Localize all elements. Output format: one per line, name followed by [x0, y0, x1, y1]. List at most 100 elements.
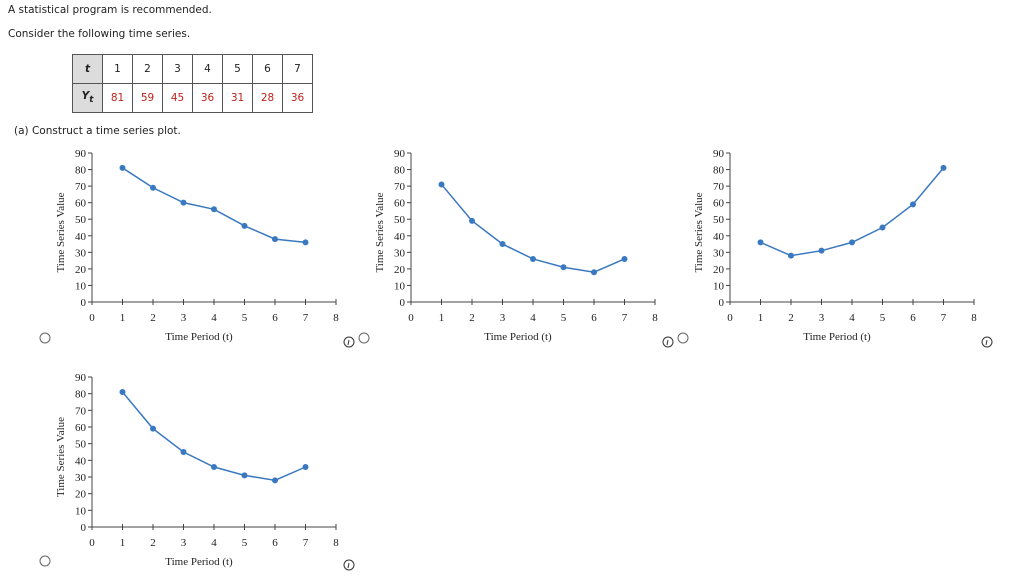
x-tick-label: 3 [181, 537, 187, 549]
y-tick-label: 50 [713, 214, 725, 226]
y-tick-label: 10 [75, 280, 87, 292]
x-tick-label: 1 [758, 312, 764, 324]
y-tick-label: 30 [75, 247, 87, 259]
radio[interactable] [39, 332, 51, 344]
data-point [621, 255, 628, 262]
x-tick-label: 6 [272, 537, 278, 549]
data-point [302, 464, 309, 470]
y-tick-label: 0 [81, 297, 87, 309]
table-cell: 36 [282, 83, 313, 113]
info-icon[interactable] [343, 559, 355, 571]
x-tick-label: 8 [971, 312, 977, 324]
y-tick-label: 60 [713, 198, 725, 210]
y-tick-label: 90 [394, 148, 406, 160]
x-tick-label: 0 [727, 312, 733, 324]
data-point [818, 247, 825, 254]
y-tick-label: 70 [713, 181, 725, 193]
x-tick-label: 3 [819, 312, 825, 324]
x-tick-label: 5 [880, 312, 886, 324]
y-tick-label: 40 [713, 231, 725, 243]
radio[interactable] [39, 555, 51, 567]
radio[interactable] [358, 332, 370, 344]
x-tick-label: 8 [652, 312, 658, 324]
info-icon[interactable] [662, 336, 674, 348]
x-tick-label: 0 [89, 312, 95, 324]
data-point [591, 269, 597, 276]
data-point [757, 239, 764, 246]
data-point [788, 252, 794, 259]
x-tick-label: 1 [120, 312, 126, 324]
info-icon[interactable] [343, 336, 355, 348]
y-tick-label: 30 [75, 472, 87, 484]
y-tick-label: 80 [75, 389, 87, 401]
y-tick-label: 50 [394, 214, 406, 226]
table-cell: 1 [102, 54, 133, 84]
x-tick-label: 3 [181, 312, 187, 324]
y-tick-label: 90 [75, 372, 87, 384]
x-axis-label: Time Period (t) [803, 331, 871, 343]
y-tick-label: 90 [75, 148, 87, 160]
x-tick-label: 1 [120, 537, 126, 549]
x-tick-label: 1 [439, 312, 445, 324]
data-point [302, 239, 309, 246]
data-point [119, 389, 126, 395]
x-tick-label: 0 [89, 537, 95, 549]
x-axis-label: Time Period (t) [484, 331, 552, 343]
y-tick-label: 70 [75, 181, 87, 193]
y-tick-label: 50 [75, 214, 87, 226]
row-label-main: Y [81, 90, 90, 103]
data-point [119, 164, 126, 171]
table-cell: 31 [222, 83, 253, 113]
table-cell: 6 [252, 54, 283, 84]
data-point [241, 222, 248, 229]
x-tick-label: 5 [242, 537, 248, 549]
data-point [499, 241, 506, 248]
x-tick-label: 8 [333, 537, 339, 549]
data-point [180, 449, 187, 455]
x-tick-label: 4 [530, 312, 536, 324]
table-row: Yt 81 59 45 36 31 28 36 [72, 83, 313, 113]
y-tick-label: 40 [394, 231, 406, 243]
data-point [530, 255, 536, 262]
row-label-main: t [84, 63, 91, 75]
y-axis-label: Time Series Value [55, 417, 67, 497]
y-tick-label: 60 [75, 422, 87, 434]
data-point [940, 164, 947, 171]
series-line [122, 167, 306, 244]
x-tick-label: 0 [408, 312, 414, 324]
y-tick-label: 80 [75, 165, 87, 177]
x-tick-label: 4 [211, 537, 217, 549]
x-axis-label: Time Period (t) [165, 331, 233, 343]
prompt: Consider the following time series. [8, 28, 191, 40]
x-tick-label: 7 [303, 312, 309, 324]
x-tick-label: 4 [849, 312, 855, 324]
y-tick-label: 30 [713, 247, 725, 259]
y-tick-label: 80 [394, 165, 406, 177]
radio[interactable] [677, 332, 689, 344]
x-tick-label: 6 [910, 312, 916, 324]
y-tick-label: 20 [75, 489, 87, 501]
y-tick-label: 70 [394, 181, 406, 193]
y-tick-label: 20 [713, 264, 725, 276]
data-point [438, 181, 445, 188]
x-tick-label: 6 [591, 312, 597, 324]
y-tick-label: 10 [713, 280, 725, 292]
data-point [211, 464, 217, 470]
table-cell: 28 [252, 83, 283, 113]
info-icon[interactable] [981, 336, 993, 348]
data-point [211, 206, 217, 213]
table-cell: 3 [162, 54, 193, 84]
y-tick-label: 0 [81, 522, 87, 534]
y-tick-label: 60 [75, 198, 87, 210]
y-tick-label: 10 [394, 280, 406, 292]
data-point [910, 201, 916, 208]
y-tick-label: 80 [713, 165, 725, 177]
x-tick-label: 7 [622, 312, 628, 324]
row-label-sub: t [89, 95, 94, 106]
y-axis-label: Time Series Value [693, 192, 705, 272]
part-a: (a) Construct a time series plot. [14, 125, 181, 137]
x-tick-label: 8 [333, 312, 339, 324]
